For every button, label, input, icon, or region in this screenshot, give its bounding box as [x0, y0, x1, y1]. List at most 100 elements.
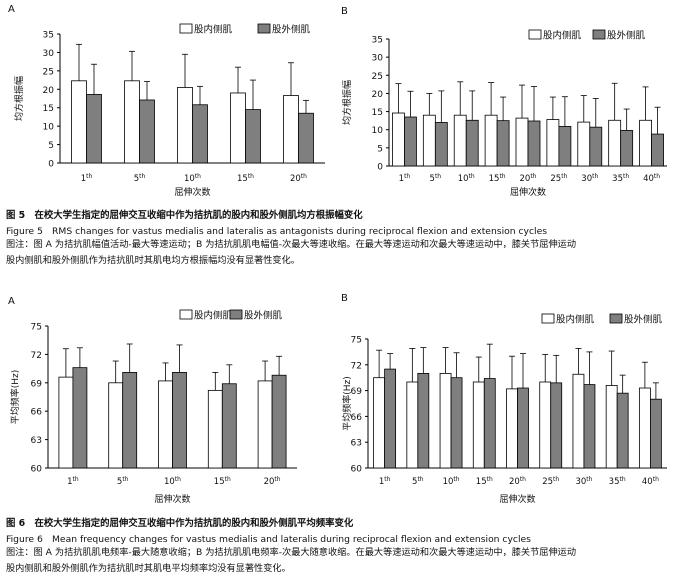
- bar-lateralis: [172, 371, 187, 469]
- bar-lateralis: [139, 99, 155, 164]
- y-tick-label: 10: [43, 123, 55, 133]
- legend-label-lateralis: 股外侧肌: [607, 30, 646, 42]
- x-tick-label: 20th: [509, 476, 526, 487]
- bar-lateralis: [384, 368, 397, 469]
- bar-medialis: [539, 381, 552, 469]
- legend-swatch-medialis: [528, 29, 542, 40]
- bar-lateralis: [404, 116, 417, 167]
- x-axis-label: 屈伸次数: [499, 493, 535, 505]
- bar-medialis: [453, 114, 467, 167]
- x-tick-label: 35th: [612, 173, 629, 184]
- x-tick-label: 10th: [164, 476, 181, 487]
- bar-medialis: [572, 373, 585, 469]
- bar-medialis: [108, 382, 124, 469]
- legend-label-medialis: 股内侧肌: [556, 314, 595, 326]
- bar-lateralis: [465, 119, 479, 167]
- y-tick-label: 0: [48, 160, 54, 170]
- x-tick-label: 5th: [412, 476, 424, 487]
- bar-lateralis: [192, 104, 208, 164]
- x-tick-label: 15th: [476, 476, 493, 487]
- bar-lateralis: [651, 133, 664, 167]
- bar-lateralis: [86, 94, 102, 164]
- x-tick-label: 15th: [214, 476, 231, 487]
- legend-label-medialis: 股内侧肌: [543, 30, 582, 42]
- y-tick-label: 63: [351, 439, 362, 449]
- x-tick-label: 20th: [290, 173, 307, 184]
- x-tick-label: 5th: [117, 476, 129, 487]
- y-tick-label: 15: [43, 104, 54, 114]
- x-tick-label: 15th: [489, 173, 506, 184]
- x-tick-label: 20th: [520, 173, 537, 184]
- y-tick-label: 35: [43, 31, 54, 41]
- y-axis-label: 均方根振幅: [13, 76, 25, 121]
- bar-medialis: [373, 377, 386, 469]
- legend-swatch-medialis: [179, 23, 193, 34]
- bar-medialis: [506, 388, 518, 469]
- y-tick-label: 30: [43, 49, 55, 59]
- bar-lateralis: [245, 109, 261, 164]
- legend-swatch-lateralis: [257, 23, 271, 34]
- x-tick-label: 30th: [581, 173, 598, 184]
- legend-label-medialis: 股内侧肌: [194, 310, 233, 322]
- y-tick-label: 20: [372, 90, 384, 100]
- fig5-note-line1: 图注：图 A 为拮抗肌幅值活动-最大等速运动；B 为拮抗肌肌电幅值-次最大等速收…: [6, 239, 577, 250]
- y-tick-label: 66: [351, 413, 363, 423]
- bar-medialis: [639, 119, 652, 167]
- panel-label: A: [8, 296, 15, 307]
- fig6-title-en: Figure 6 Mean frequency changes for vast…: [6, 534, 531, 545]
- bar-lateralis: [271, 374, 287, 469]
- bar-medialis: [177, 87, 193, 164]
- y-tick-label: 25: [372, 72, 383, 82]
- panel-label: B: [341, 293, 348, 304]
- bar-lateralis: [583, 384, 596, 469]
- bar-medialis: [124, 80, 140, 164]
- fig5-note-line2: 股内侧肌和股外侧肌作为拮抗肌时其肌电均方根振幅均没有显著性变化。: [6, 255, 300, 266]
- x-tick-label: 30th: [575, 476, 592, 487]
- bar-medialis: [515, 117, 529, 167]
- bar-medialis: [472, 381, 485, 469]
- x-tick-label: 10th: [443, 476, 460, 487]
- y-tick-label: 69: [31, 379, 43, 389]
- x-tick-label: 40th: [642, 476, 659, 487]
- legend-swatch-lateralis: [609, 313, 623, 324]
- bar-medialis: [484, 114, 498, 167]
- bar-lateralis: [417, 373, 430, 469]
- legend-swatch-lateralis: [592, 29, 606, 40]
- x-tick-label: 15th: [237, 173, 254, 184]
- legend-label-medialis: 股内侧肌: [194, 24, 233, 36]
- bar-medialis: [546, 119, 560, 167]
- y-tick-label: 10: [372, 126, 384, 136]
- x-tick-label: 35th: [609, 476, 626, 487]
- bar-medialis: [158, 380, 173, 469]
- fig6-note-line1: 图注：图 A 为拮抗肌肌电频率-最大随意收缩；B 为拮抗肌肌电频率-次最大随意收…: [6, 547, 577, 558]
- x-tick-label: 1th: [399, 173, 411, 184]
- x-tick-label: 5th: [134, 173, 146, 184]
- y-tick-label: 75: [351, 336, 362, 346]
- x-tick-label: 5th: [430, 173, 442, 184]
- x-tick-label: 20th: [264, 476, 281, 487]
- y-tick-label: 20: [43, 86, 55, 96]
- bar-medialis: [605, 385, 618, 469]
- bar-lateralis: [496, 120, 510, 167]
- fig5-panel-b-chart: B 0 5 10 15 20 25 30 35 均方根振幅 1th 5th 10th 15th 20th 25…: [341, 6, 667, 198]
- x-axis-label: 屈伸次数: [510, 186, 546, 198]
- panel-label: B: [341, 6, 348, 17]
- y-tick-label: 66: [31, 408, 43, 418]
- y-tick-label: 75: [31, 323, 42, 333]
- bar-medialis: [207, 389, 223, 469]
- y-axis-label: 平均频率(Hz): [341, 376, 353, 431]
- fig5-title: 图 5 在校大学生指定的屈伸交互收缩中作为拮抗肌的股内和股外侧肌均方根振幅变化: [6, 210, 363, 221]
- x-tick-label: 40th: [643, 173, 660, 184]
- fig5-panel-a-chart: A 0 5 10 15 20 25 30 35 均方根振幅 1th 5th 10th 15th 20th 屈伸…: [8, 4, 325, 198]
- fig6-note-line2: 股内侧肌和股外侧肌作为拮抗肌时其肌电平均频率均没有显著性变化。: [6, 563, 291, 574]
- y-axis-label: 均方根振幅: [341, 80, 353, 125]
- bar-lateralis: [517, 387, 529, 469]
- bar-medialis: [422, 114, 436, 167]
- bar-lateralis: [616, 392, 629, 469]
- y-tick-label: 25: [43, 67, 54, 77]
- y-tick-label: 60: [351, 465, 363, 475]
- x-axis-label: 屈伸次数: [154, 493, 190, 505]
- y-tick-label: 5: [377, 144, 383, 154]
- y-tick-label: 60: [31, 465, 43, 475]
- x-tick-label: 1th: [379, 476, 391, 487]
